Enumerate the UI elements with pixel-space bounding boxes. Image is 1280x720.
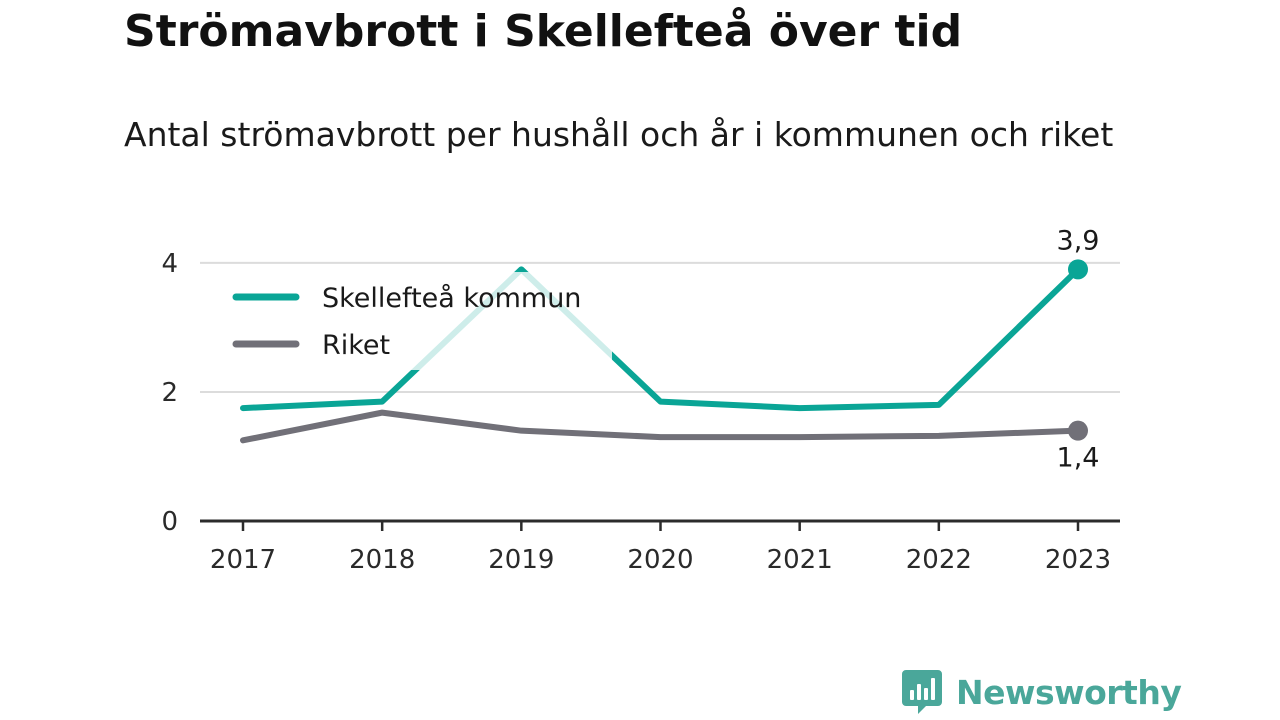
data-point-riket-2023 [1068,420,1088,441]
brand-name: Newsworthy [956,672,1182,712]
y-tick-label-2: 2 [161,378,178,408]
x-tick-label-2018: 2018 [349,545,415,575]
series-lines [240,259,1088,444]
newsworthy-logo-icon [902,670,942,714]
legend: Skellefteå kommun Riket [222,272,612,370]
data-label-skelleftea-2023: 3,9 [1057,225,1100,256]
page-title: Strömavbrott i Skellefteå över tid [124,6,963,57]
brand-logo: Newsworthy [902,670,1182,714]
end-labels: 3,9 1,4 [1057,225,1100,473]
x-tick-label-2023: 2023 [1045,545,1111,575]
y-axis: 0 2 4 [161,249,178,537]
x-tick-label-2022: 2022 [906,545,972,575]
y-tick-label-4: 4 [161,249,178,279]
gridlines [200,261,1120,393]
x-tick-label-2019: 2019 [488,545,554,575]
x-tick-label-2017: 2017 [210,545,276,575]
legend-label-skelleftea: Skellefteå kommun [322,283,581,314]
chart-subtitle: Antal strömavbrott per hushåll och år i … [124,115,1114,154]
legend-label-riket: Riket [322,330,390,361]
legend-backdrop [222,272,612,370]
x-tick-label-2021: 2021 [767,545,833,575]
x-tick-label-2020: 2020 [627,545,693,575]
data-point-skelleftea-2023 [1068,259,1088,280]
data-label-riket-2023: 1,4 [1057,443,1100,474]
x-axis: 2017 2018 2019 2020 2021 2022 2023 [200,519,1120,575]
y-tick-label-0: 0 [161,507,178,537]
series-line-riket [240,409,1081,444]
